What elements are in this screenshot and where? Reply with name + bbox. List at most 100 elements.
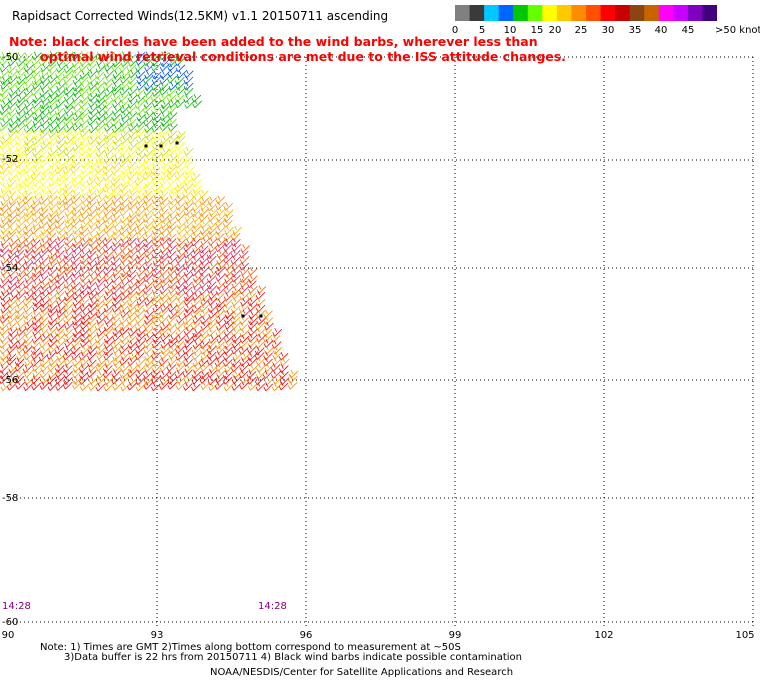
wind-barb <box>56 147 67 156</box>
wind-barb <box>200 381 211 390</box>
wind-barb <box>94 51 105 61</box>
wind-barb <box>63 302 73 312</box>
wind-barb <box>39 381 50 390</box>
wind-barb <box>151 195 162 204</box>
wind-barb <box>174 147 185 156</box>
wind-barb <box>150 93 161 102</box>
wind-barb <box>87 358 97 368</box>
wind-barb <box>38 249 49 258</box>
wind-barb <box>0 136 10 145</box>
wind-barb <box>144 165 155 175</box>
wind-barb <box>192 358 203 367</box>
wind-barb <box>63 92 74 102</box>
wind-barb <box>94 256 105 266</box>
wind-barb <box>120 374 130 384</box>
footer-note-1: Note: 1) Times are GMT 2)Times along bot… <box>40 642 461 653</box>
wind-barb <box>120 110 131 120</box>
wind-barb <box>126 273 137 283</box>
wind-barb <box>104 189 115 199</box>
wind-barb <box>112 219 122 228</box>
wind-barb <box>71 100 81 109</box>
wind-barb <box>103 303 114 313</box>
wind-barb <box>16 165 27 175</box>
wind-barb <box>223 238 234 247</box>
wind-barb <box>46 140 57 150</box>
wind-barb <box>144 63 154 72</box>
wind-barb <box>119 238 129 248</box>
wind-barb <box>79 70 90 80</box>
wind-barb <box>48 201 59 211</box>
colorbar-label: 40 <box>654 25 668 36</box>
wind-barb <box>88 124 99 134</box>
flagged-barb-marker <box>259 314 263 318</box>
lat-label-56: -56 <box>2 375 19 386</box>
wind-barb <box>151 152 162 162</box>
wind-barb <box>112 99 122 108</box>
wind-barb <box>199 279 209 289</box>
wind-barb <box>7 81 18 90</box>
colorbar-label: 5 <box>478 25 486 36</box>
wind-barb <box>183 351 194 361</box>
wind-barb <box>144 352 154 361</box>
wind-barb <box>168 135 178 145</box>
wind-barb <box>159 51 169 60</box>
wind-barb <box>56 296 66 306</box>
wind-barb <box>184 334 195 343</box>
wind-barb <box>198 231 209 241</box>
wind-barb <box>111 189 122 198</box>
wind-barb <box>103 376 114 385</box>
wind-barb <box>159 62 170 72</box>
wind-barb <box>40 291 50 301</box>
wind-barb <box>112 135 122 145</box>
wind-barb <box>0 189 9 198</box>
wind-barb <box>167 291 177 300</box>
wind-barb <box>239 380 249 390</box>
colorbar-swatch <box>586 5 602 21</box>
wind-barb <box>54 243 65 252</box>
colorbar-label: 10 <box>503 25 517 36</box>
wind-barb <box>71 129 82 138</box>
wind-barb <box>264 321 274 331</box>
wind-barb <box>175 99 185 109</box>
wind-barb <box>127 75 137 85</box>
wind-barb <box>151 105 161 115</box>
wind-barb <box>151 285 162 294</box>
wind-barb <box>231 382 242 391</box>
wind-barb <box>183 309 194 318</box>
wind-barb <box>111 369 122 378</box>
wind-barb <box>151 220 162 230</box>
wind-barb <box>238 322 249 331</box>
wind-barb <box>104 261 114 270</box>
wind-barb <box>198 358 209 368</box>
wind-barb <box>287 381 298 390</box>
wind-barb <box>0 159 9 168</box>
wind-barb <box>70 117 81 126</box>
wind-barb <box>103 322 114 332</box>
wind-barb <box>200 236 211 246</box>
wind-barb <box>80 321 90 330</box>
wind-barb <box>95 165 105 174</box>
wind-barb <box>159 261 170 270</box>
wind-barb <box>192 184 202 193</box>
wind-barb <box>151 176 162 186</box>
wind-barb <box>40 63 51 72</box>
wind-barb <box>136 297 147 306</box>
wind-barb <box>175 280 186 290</box>
wind-barb <box>39 369 50 379</box>
colorbar-label: 0 <box>451 25 459 36</box>
wind-barb <box>143 51 154 60</box>
wind-barb <box>127 87 138 96</box>
wind-barb <box>96 236 106 246</box>
wind-barb <box>6 111 17 121</box>
wind-barb <box>128 123 138 132</box>
wind-barb <box>38 315 49 325</box>
wind-barb <box>22 195 33 205</box>
wind-barb <box>95 382 106 392</box>
wind-barb <box>143 148 154 158</box>
wind-barb <box>95 232 105 241</box>
wind-barb <box>0 81 11 90</box>
wind-barb <box>88 267 98 277</box>
wind-barb <box>120 165 130 175</box>
wind-barb <box>15 380 26 390</box>
